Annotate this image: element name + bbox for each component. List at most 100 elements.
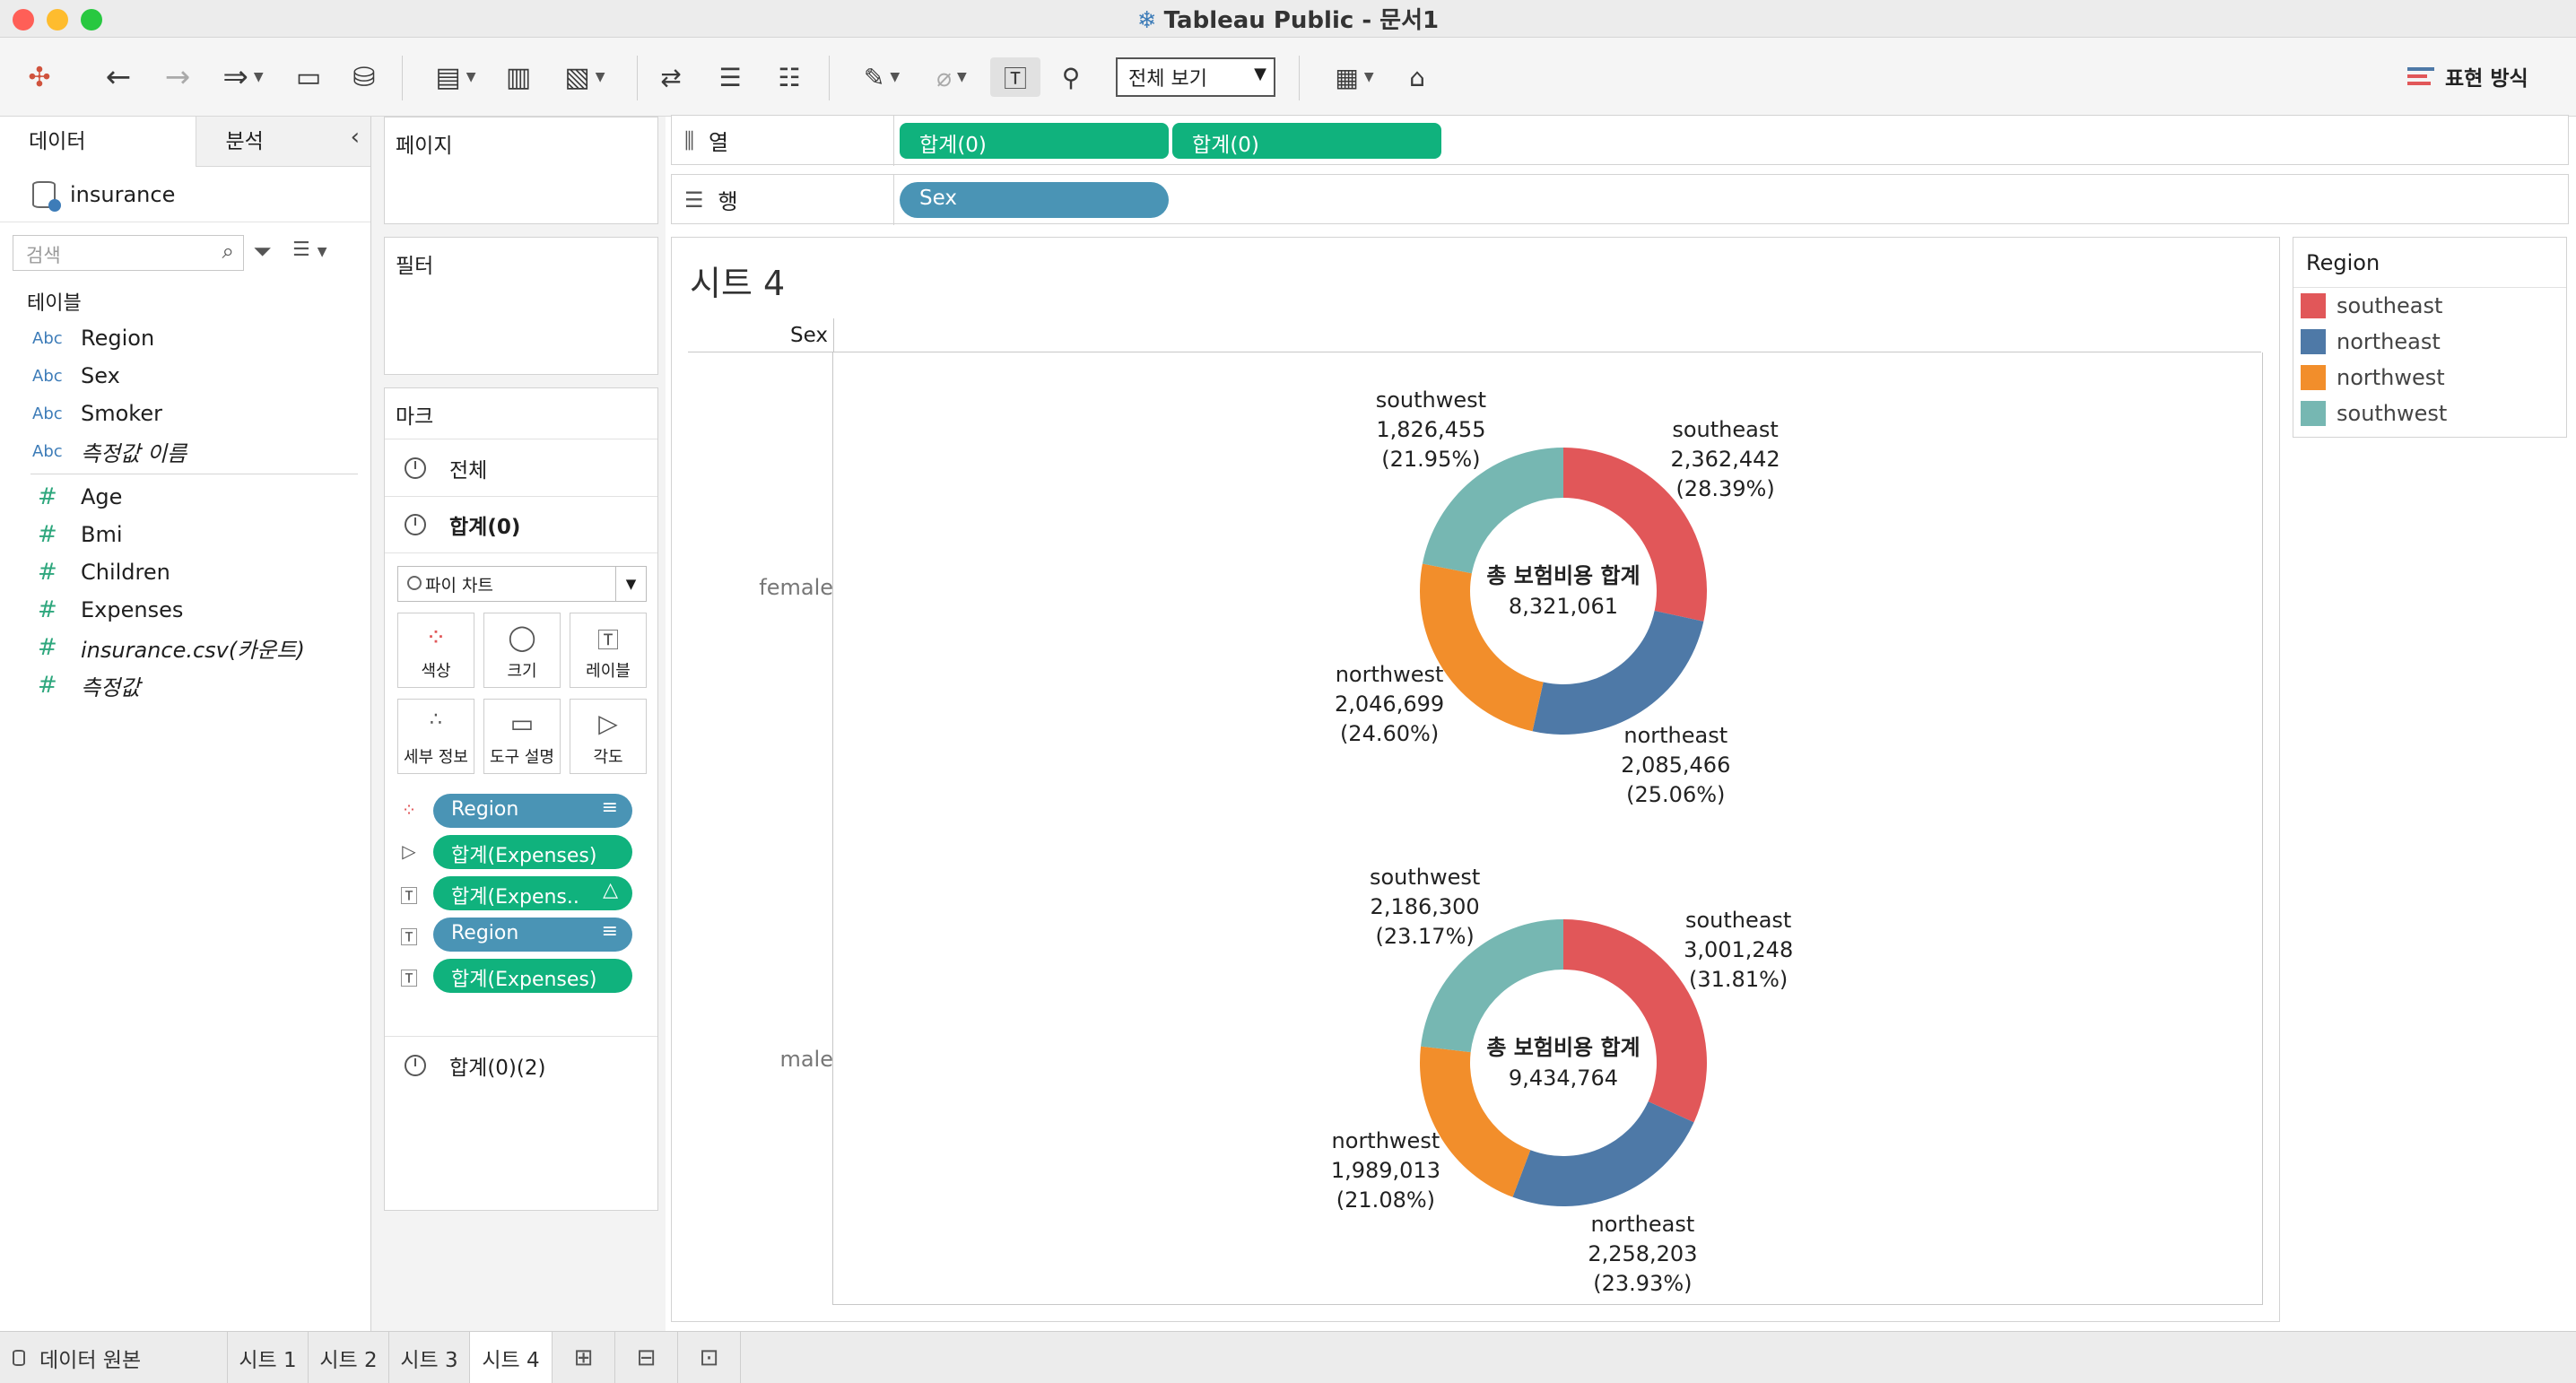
field-measure-item[interactable]: # 측정값 bbox=[0, 666, 370, 704]
pie-mark-icon bbox=[405, 457, 426, 479]
mark-pill-label-1[interactable]: 🅃 합계(Expens.. △ bbox=[397, 876, 657, 910]
legend-item[interactable]: northwest bbox=[2293, 360, 2566, 396]
new-worksheet-tab-icon[interactable]: ⊞ bbox=[553, 1332, 615, 1383]
legend-label: northeast bbox=[2337, 329, 2441, 354]
pie-mark-icon bbox=[405, 514, 426, 535]
field-measure-item[interactable]: # Age bbox=[0, 478, 370, 516]
pie-slice-female-southwest[interactable] bbox=[1422, 448, 1563, 574]
rows-pill-sex[interactable]: Sex bbox=[900, 182, 1169, 218]
rows-icon: ☰ bbox=[684, 187, 704, 213]
legend-item[interactable]: southwest bbox=[2293, 396, 2566, 431]
close-window-button[interactable] bbox=[13, 9, 34, 30]
row-header: Sex bbox=[688, 318, 2261, 352]
color-dots-icon: ⁘ bbox=[425, 622, 447, 652]
new-worksheet-icon[interactable]: ▤ ▼ bbox=[435, 61, 476, 93]
legend-item[interactable]: southeast bbox=[2293, 288, 2566, 324]
tab-sheet-2[interactable]: 시트 2 bbox=[309, 1332, 389, 1383]
view-list-icon[interactable]: ☰ ▼ bbox=[292, 239, 327, 261]
search-input[interactable]: 검색 ⌕ bbox=[13, 235, 244, 271]
size-button[interactable]: ◯ 크기 bbox=[483, 613, 561, 688]
pie-slice-male-southeast[interactable] bbox=[1563, 919, 1707, 1123]
clear-sheet-icon[interactable]: ▧ ▼ bbox=[564, 61, 605, 93]
duplicate-sheet-icon[interactable]: ▥ bbox=[505, 61, 532, 93]
field-name: Smoker bbox=[81, 401, 162, 426]
field-dimension-item[interactable]: Abc Sex bbox=[0, 357, 370, 395]
show-mark-labels-icon[interactable]: 🅃 bbox=[990, 57, 1040, 97]
columns-pill-sum0-1[interactable]: 합계(0) bbox=[900, 123, 1169, 159]
mark-pill-label-3[interactable]: 🅃 합계(Expenses) bbox=[397, 959, 657, 993]
columns-shelf[interactable]: ⫼ 열 합계(0) 합계(0) bbox=[671, 115, 2569, 166]
highlight-icon[interactable]: ✎ ▼ bbox=[863, 62, 901, 92]
pin-axes-icon[interactable]: ⚲ bbox=[1061, 62, 1081, 92]
collapse-pane-icon[interactable]: ‹ bbox=[350, 124, 360, 151]
replay-icon[interactable]: ⇒ ▼ bbox=[222, 59, 264, 95]
tooltip-button[interactable]: ▭ 도구 설명 bbox=[483, 699, 561, 774]
mark-pill-angle[interactable]: ▷ 합계(Expenses) bbox=[397, 835, 657, 869]
number-type-icon: # bbox=[38, 559, 57, 586]
field-dimension-item[interactable]: Abc Region bbox=[0, 319, 370, 357]
new-story-tab-icon[interactable]: ⊡ bbox=[678, 1332, 741, 1383]
undo-icon[interactable]: ← bbox=[105, 59, 132, 95]
fit-view-select[interactable]: 전체 보기 ▼ bbox=[1116, 57, 1275, 97]
tableau-home-icon[interactable]: ✣ bbox=[28, 61, 51, 93]
legend-swatch bbox=[2301, 293, 2326, 318]
mark-pill-label-2[interactable]: 🅃 Region ≡ bbox=[397, 918, 657, 952]
sort-descending-icon[interactable]: ☷ bbox=[778, 62, 801, 92]
database-icon bbox=[32, 180, 61, 212]
rows-shelf[interactable]: ☰ 행 Sex bbox=[671, 174, 2569, 225]
tab-data[interactable]: 데이터 bbox=[0, 117, 197, 167]
legend-item[interactable]: northeast bbox=[2293, 324, 2566, 360]
worksheet-view: 시트 4 Sex female male southeast 2,362,442(… bbox=[671, 237, 2280, 1322]
field-dimension-item[interactable]: Abc 측정값 이름 bbox=[0, 432, 370, 470]
marks-all-row[interactable]: 전체 bbox=[385, 439, 657, 496]
color-button[interactable]: ⁘ 색상 bbox=[397, 613, 474, 688]
tab-analysis[interactable]: 분석 ‹ bbox=[196, 117, 370, 167]
field-measure-item[interactable]: # insurance.csv(카운트) bbox=[0, 629, 370, 666]
mark-pill-color[interactable]: ⁘ Region ≡ bbox=[397, 794, 657, 828]
tab-sheet-1[interactable]: 시트 1 bbox=[228, 1332, 309, 1383]
field-measure-item[interactable]: # Children bbox=[0, 553, 370, 591]
columns-pill-sum0-2[interactable]: 합계(0) bbox=[1172, 123, 1441, 159]
show-me-button[interactable]: 표현 방식 bbox=[2407, 61, 2528, 91]
angle-button[interactable]: ▷ 각도 bbox=[570, 699, 647, 774]
tab-sheet-4[interactable]: 시트 4 bbox=[470, 1332, 553, 1383]
presentation-mode-icon[interactable]: ⌂ bbox=[1409, 62, 1425, 92]
group-members-icon[interactable]: ⌀ ▼ bbox=[936, 62, 967, 92]
show-me-icon[interactable]: ▦ ▼ bbox=[1335, 62, 1374, 92]
filter-icon[interactable]: ⏷ bbox=[253, 239, 272, 265]
field-measure-item[interactable]: # Expenses bbox=[0, 591, 370, 629]
save-icon[interactable]: ▭ bbox=[295, 61, 322, 93]
legend-label: southwest bbox=[2337, 401, 2448, 426]
filters-shelf[interactable]: 필터 bbox=[384, 237, 658, 375]
swap-rows-columns-icon[interactable]: ⇄ bbox=[660, 62, 682, 92]
slice-label: northwest 2,046,699 (24.60%) bbox=[1334, 662, 1445, 747]
datasource-item[interactable]: insurance bbox=[0, 167, 370, 222]
columns-icon: ⫼ bbox=[684, 127, 695, 153]
sort-icon: ≡ bbox=[601, 920, 618, 943]
marks-sum0-2-row[interactable]: 합계(0)(2) bbox=[385, 1036, 657, 1093]
field-measure-item[interactable]: # Bmi bbox=[0, 516, 370, 553]
mark-type-select[interactable]: 파이 차트 ▼ bbox=[397, 566, 647, 602]
pages-shelf[interactable]: 페이지 bbox=[384, 117, 658, 224]
tab-sheet-3[interactable]: 시트 3 bbox=[389, 1332, 470, 1383]
pie-slice-male-northwest[interactable] bbox=[1420, 1046, 1531, 1197]
sort-ascending-icon[interactable]: ☰ bbox=[718, 62, 742, 92]
label-button[interactable]: 🅃 레이블 bbox=[570, 613, 647, 688]
pie-slice-female-southeast[interactable] bbox=[1563, 448, 1707, 622]
tab-data-source[interactable]: 데이터 원본 bbox=[0, 1332, 228, 1383]
redo-icon[interactable]: → bbox=[164, 59, 191, 95]
maximize-window-button[interactable] bbox=[81, 9, 102, 30]
minimize-window-button[interactable] bbox=[47, 9, 68, 30]
detail-button[interactable]: ∴ 세부 정보 bbox=[397, 699, 474, 774]
sheet-title: 시트 4 bbox=[690, 264, 786, 303]
pie-slice-female-northwest[interactable] bbox=[1420, 563, 1544, 732]
new-dashboard-tab-icon[interactable]: ⊟ bbox=[615, 1332, 678, 1383]
pie-slice-male-northeast[interactable] bbox=[1512, 1101, 1694, 1206]
tooltip-icon: ▭ bbox=[509, 709, 535, 738]
field-dimension-item[interactable]: Abc Smoker bbox=[0, 395, 370, 432]
marks-card: 마크 전체 합계(0) 파이 차트 ▼ ⁘ 색상 ◯ 크기 🅃 레이블 ∴ 세부 정보 ▭… bbox=[384, 387, 658, 1211]
marks-sum0-row[interactable]: 합계(0) bbox=[385, 496, 657, 553]
new-datasource-icon[interactable]: ⛁ bbox=[352, 61, 376, 93]
pie-slice-female-northeast[interactable] bbox=[1532, 610, 1704, 735]
pie-slice-male-southwest[interactable] bbox=[1421, 919, 1563, 1053]
